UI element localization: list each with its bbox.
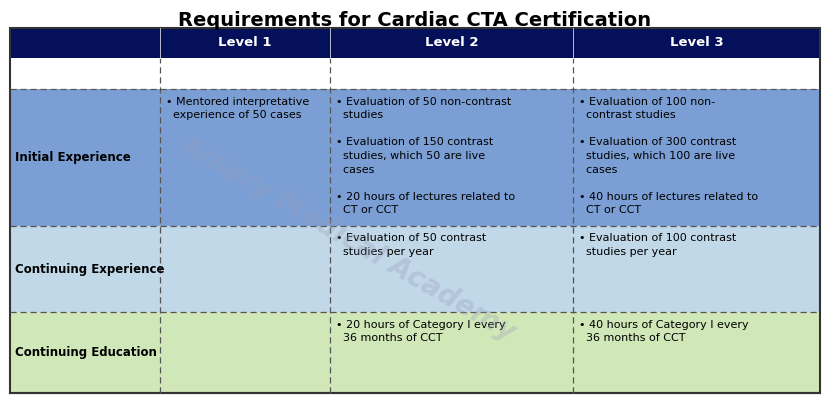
Bar [10,89,160,226]
Text: • Evaluation of 100 non-
  contrast studies

• Evaluation of 300 contrast
  stud: • Evaluation of 100 non- contrast studie… [579,97,758,215]
Text: • Evaluation of 100 contrast
  studies per year: • Evaluation of 100 contrast studies per… [579,233,736,257]
Bar [330,89,573,226]
Bar [573,312,820,393]
Bar [330,226,573,312]
Bar [573,89,820,226]
Bar [330,312,573,393]
Bar [573,226,820,312]
Bar [10,312,160,393]
Text: Initial Experience: Initial Experience [15,151,130,164]
Bar [160,312,330,393]
Bar [160,226,330,312]
Bar [573,28,820,58]
Bar [10,226,160,312]
Text: • Mentored interpretative
  experience of 50 cases: • Mentored interpretative experience of … [166,97,309,120]
Bar [160,89,330,226]
Text: Amery Medical Academy: Amery Medical Academy [176,131,521,346]
Bar [10,28,160,58]
Text: • 40 hours of Category I every
  36 months of CCT: • 40 hours of Category I every 36 months… [579,320,749,343]
Text: Continuing Education: Continuing Education [15,346,157,359]
Text: Requirements for Cardiac CTA Certification: Requirements for Cardiac CTA Certificati… [178,11,652,30]
Text: Level 3: Level 3 [670,37,723,49]
Text: Level 1: Level 1 [218,37,271,49]
Text: Continuing Experience: Continuing Experience [15,263,164,276]
Bar [160,28,330,58]
Bar [10,28,820,393]
Text: • Evaluation of 50 non-contrast
  studies

• Evaluation of 150 contrast
  studie: • Evaluation of 50 non-contrast studies … [336,97,515,215]
Text: • 20 hours of Category I every
  36 months of CCT: • 20 hours of Category I every 36 months… [336,320,505,343]
Text: Level 2: Level 2 [425,37,478,49]
Bar [330,28,573,58]
Text: • Evaluation of 50 contrast
  studies per year: • Evaluation of 50 contrast studies per … [336,233,486,257]
